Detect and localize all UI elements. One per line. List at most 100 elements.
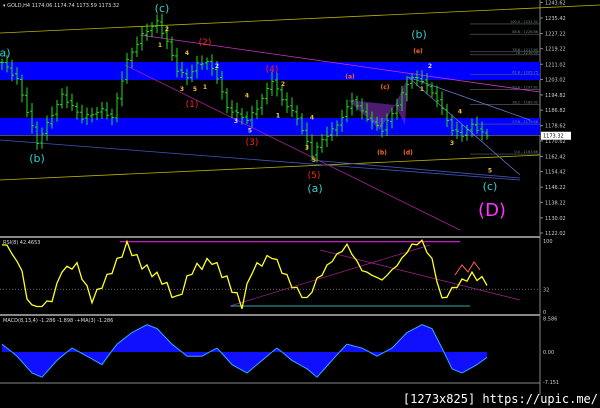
price-bar — [345, 99, 349, 123]
chart-header: ▾ GOLD,H4 1174.06 1174.74 1173.59 1173.3… — [3, 3, 119, 9]
sd-zone — [0, 117, 540, 136]
price-bar — [360, 98, 364, 120]
price-bar — [285, 92, 289, 113]
price-bar — [145, 23, 149, 41]
price-bar — [350, 92, 354, 116]
price-bar — [380, 117, 384, 138]
collapse-arrow-icon[interactable]: ▾ — [3, 3, 8, 9]
price-bar — [60, 88, 64, 109]
wave-label: (D) — [478, 200, 506, 221]
price-bar — [210, 54, 214, 76]
price-bar — [185, 68, 189, 86]
price-bar — [230, 100, 234, 119]
rsi-line — [1, 239, 488, 309]
wave-label: (4) — [266, 65, 279, 75]
rsi-axis-label: 32 — [543, 287, 549, 293]
price-bar — [385, 113, 389, 136]
price-bar — [220, 70, 224, 100]
price-tick-label: 1146.22 — [545, 185, 566, 191]
wave-label: (5) — [308, 171, 321, 181]
price-bar — [475, 116, 479, 134]
trend-line — [0, 4, 600, 34]
price-bar — [195, 55, 199, 79]
price-bar — [400, 85, 404, 111]
panel-divider — [0, 314, 540, 316]
rsi-trend-line — [319, 249, 521, 301]
price-tick-label: 1138.22 — [545, 200, 566, 206]
wave-label: 2 — [165, 26, 169, 33]
wave-label: (b) — [29, 152, 45, 165]
price-bar — [105, 101, 109, 120]
price-bar — [40, 127, 44, 149]
wave-label: 4 — [185, 50, 189, 57]
price-bar — [115, 92, 119, 123]
price-bar — [50, 106, 54, 129]
price-bar — [45, 115, 49, 141]
wave-label: 4 — [245, 92, 249, 99]
rsi-axis-label: 0 — [543, 310, 546, 316]
sd-zone — [0, 62, 540, 81]
price-bar — [290, 97, 294, 118]
wave-label: 1 — [276, 112, 280, 119]
trend-line — [139, 34, 541, 93]
current-price-label: 1173.32 — [543, 134, 564, 140]
price-bar — [245, 111, 249, 125]
wave-label: (c) — [155, 2, 170, 15]
price-bar — [375, 116, 379, 131]
price-bar — [140, 26, 144, 51]
price-tick-label: 1130.02 — [545, 216, 566, 222]
price-bar — [305, 122, 309, 151]
price-bar — [420, 70, 424, 85]
price-bar — [70, 93, 74, 112]
price-bar — [80, 104, 84, 124]
price-bar — [445, 103, 449, 127]
macd-signal-line — [1, 324, 488, 378]
wave-label: a) — [0, 47, 11, 60]
price-bar — [335, 120, 339, 137]
price-tick-label: 1122.02 — [545, 231, 566, 237]
price-bar — [100, 101, 104, 119]
fib-label: 78.6 - 1217.60 — [512, 48, 538, 52]
fib-label: 23.6 - 1179.46 — [512, 120, 538, 124]
macd-title: MACD(8,13,4) -1.286 -1.898 -+MA(3) -1.28… — [3, 318, 114, 324]
price-bar — [315, 141, 319, 163]
wave-label: (c) — [380, 84, 389, 91]
wave-label: 3 — [450, 140, 454, 147]
symbol-label: GOLD,H4 — [7, 3, 31, 9]
wave-label: 2 — [428, 63, 432, 70]
trend-line — [309, 159, 521, 179]
price-bar — [75, 102, 79, 120]
price-bar — [310, 134, 314, 160]
price-bar — [165, 25, 169, 50]
price-bar — [160, 13, 164, 38]
price-bar — [415, 70, 419, 87]
price-bar — [455, 121, 459, 139]
wave-label: (b) — [377, 149, 387, 156]
fib-label: 50.0 - 1197.81 — [512, 85, 538, 89]
price-bar — [65, 86, 69, 109]
price-tick-label: 1178.62 — [545, 124, 566, 130]
wave-label: (1) — [186, 100, 199, 110]
price-bar — [215, 60, 219, 84]
price-bar — [440, 91, 444, 115]
price-bar — [30, 102, 34, 134]
price-bar — [355, 95, 359, 111]
wave-label: 1 — [203, 84, 207, 91]
price-bar — [410, 73, 414, 89]
wave-label: (a) — [345, 74, 355, 81]
price-bar — [430, 82, 434, 98]
price-tick-label: 1194.82 — [545, 93, 566, 99]
trend-line — [0, 154, 541, 181]
price-bar — [125, 52, 129, 84]
price-bar — [110, 108, 114, 126]
wave-label: (b) — [411, 28, 427, 41]
price-bar — [320, 134, 324, 153]
fib-label: 0.0 - 1163.66 — [514, 150, 538, 154]
price-tick-label: 1186.82 — [545, 108, 566, 114]
price-bar — [25, 87, 29, 118]
price-bar — [55, 100, 59, 122]
price-bar — [255, 99, 259, 119]
price-bar — [265, 82, 269, 105]
fib-label: 88.6 - 1226.86 — [512, 30, 538, 34]
